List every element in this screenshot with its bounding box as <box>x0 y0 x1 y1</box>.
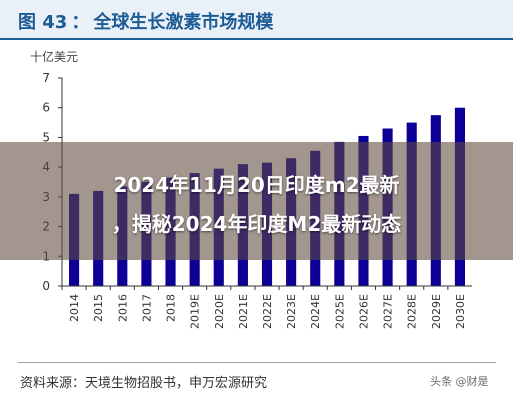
y-axis-unit-label: 十亿美元 <box>30 49 78 64</box>
header-rule <box>0 38 513 40</box>
y-tick-label: 5 <box>42 130 50 144</box>
figure-header: 图 43：全球生长激素市场规模 <box>0 0 513 38</box>
figure-title-text: 全球生长激素市场规模 <box>93 12 274 33</box>
x-axis: 2014 2015 2016 2017 2018 2019E 2020E 2021E 2022E… <box>61 285 472 329</box>
x-tick-label: 2029E <box>430 294 443 329</box>
x-tick-label: 2028E <box>406 294 419 329</box>
x-tick-label: 2019E <box>189 294 202 329</box>
headline-overlay: 2024年11月20日印度m2最新 ，揭秘2024年印度M2最新动态 <box>0 142 513 260</box>
source-note: 资料来源：天境生物招股书，申万宏源研究 <box>20 376 268 391</box>
y-tick-label: 0 <box>42 279 50 293</box>
x-tick-label: 2016 <box>116 294 129 322</box>
x-tick-label: 2030E <box>454 294 467 329</box>
x-tick-label: 2025E <box>333 294 346 329</box>
x-tick-label: 2023E <box>285 294 298 329</box>
x-tick-label: 2014 <box>68 294 81 322</box>
y-tick-label: 7 <box>42 71 50 85</box>
watermark: 头条 @财是 <box>430 375 489 388</box>
source-divider <box>18 362 496 363</box>
x-tick-label: 2027E <box>382 294 395 329</box>
figure-title: 图 43：全球生长激素市场规模 <box>18 8 273 34</box>
figure-label: 图 43 <box>18 12 68 33</box>
x-tick-label: 2024E <box>309 294 322 329</box>
y-tick-label: 6 <box>42 101 50 115</box>
headline-line-1: 2024年11月20日印度m2最新 <box>113 173 400 197</box>
x-tick-label: 2017 <box>140 294 153 322</box>
figure-title-separator: ： <box>71 12 90 33</box>
x-tick-label: 2026E <box>357 294 370 329</box>
x-tick-label: 2021E <box>237 294 250 329</box>
x-tick-label: 2018 <box>165 294 178 322</box>
x-tick-label: 2015 <box>92 294 105 322</box>
headline-line-2: ，揭秘2024年印度M2最新动态 <box>111 212 402 236</box>
x-tick-label: 2022E <box>261 294 274 329</box>
x-tick-label: 2020E <box>213 294 226 329</box>
